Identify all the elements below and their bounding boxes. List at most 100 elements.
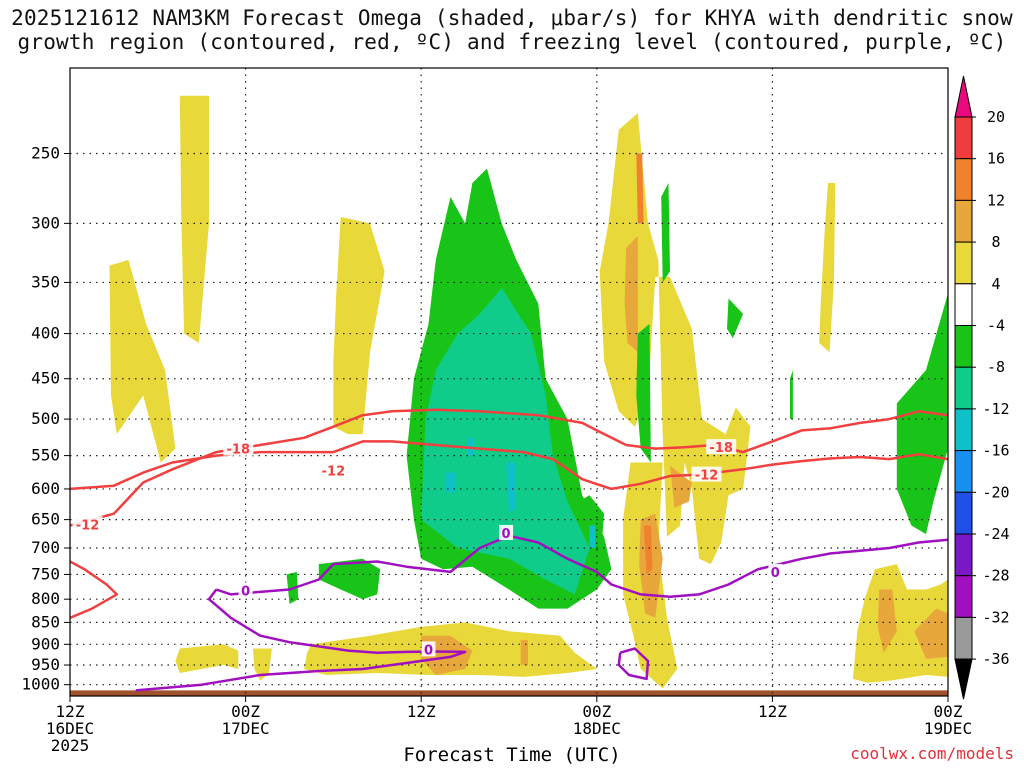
title-line-2: growth region (contoured, red, ºC) and f…	[17, 30, 1007, 54]
x-tick-label-2-0: 12Z	[407, 702, 436, 721]
contour-line-4	[135, 588, 467, 692]
contour-label-bg-0	[223, 440, 254, 456]
y-axis: 250 300 350 400 450 500 550 600 650 700 750 800 850 9…	[21, 143, 70, 694]
omega-region-14	[877, 589, 897, 653]
contour-label-bg-8	[421, 641, 436, 657]
title-line-1: 2025121612 NAM3KM Forecast Omega (shaded…	[11, 6, 1013, 30]
contour-label-7: 0	[771, 566, 780, 581]
colorbar-bin-10	[954, 533, 973, 577]
x-tick-label-1-1: 17DEC	[222, 719, 270, 738]
y-tick-label-800: 800	[31, 589, 60, 608]
omega-region-16	[520, 640, 528, 665]
x-tick-label-0-1: 16DEC	[46, 719, 94, 738]
contour-labels: -18 -18 -12 -12 -12 0 0 0 0	[72, 439, 783, 658]
colorbar-label-9: -20	[982, 483, 1009, 501]
contour-line-2	[70, 560, 119, 620]
x-tick-label-5-1: 19DEC	[924, 719, 972, 738]
grid-lines	[70, 68, 948, 696]
plot-frame	[69, 67, 949, 697]
terrain-fill	[70, 690, 948, 696]
colorbar-label-10: -24	[982, 525, 1009, 543]
omega-region-5	[819, 183, 836, 353]
y-tick-label-700: 700	[31, 538, 60, 557]
colorbar-label-0: 20	[987, 108, 1005, 126]
contour-label-1: -18	[709, 441, 733, 456]
y-tick-label-750: 750	[31, 564, 60, 583]
omega-region-24	[790, 370, 793, 420]
omega-region-7	[252, 648, 272, 681]
x-tick-label-3-0: 00Z	[582, 702, 611, 721]
contour-label-0: -18	[227, 443, 251, 458]
omega-region-32	[589, 525, 596, 548]
y-tick-label-450: 450	[31, 369, 60, 388]
omega-region-25	[318, 558, 381, 600]
colorbar-top-arrow	[954, 75, 973, 118]
colorbar-bin-0	[954, 116, 973, 160]
contour-label-bg-2	[318, 462, 349, 478]
contour-label-8: 0	[424, 643, 433, 658]
omega-region-1	[109, 259, 176, 463]
y-tick-label-600: 600	[31, 479, 60, 498]
omega-region-21	[636, 323, 651, 463]
omega-region-30	[446, 472, 455, 493]
colorbar-bin-11	[954, 575, 973, 618]
y-tick-label-400: 400	[31, 324, 60, 343]
contour-label-bg-3	[691, 466, 722, 482]
colorbar-label-1: 16	[987, 150, 1005, 168]
omega-region-22	[661, 183, 670, 283]
colorbar-label-13: -36	[982, 650, 1009, 668]
omega-region-10	[624, 235, 638, 353]
x-tick-label-3-1: 18DEC	[573, 719, 621, 738]
colorbar-bin-5	[954, 325, 973, 368]
y-tick-label-850: 850	[31, 612, 60, 631]
colorbar-label-3: 8	[991, 233, 1000, 251]
colorbar-bin-4	[954, 283, 973, 326]
contour-label-2: -12	[322, 465, 346, 480]
contour-label-6: 0	[502, 527, 511, 542]
contour-label-bg-6	[499, 524, 514, 540]
colorbar-label-4: 4	[991, 275, 1000, 293]
colorbar-label-2: 12	[987, 191, 1005, 209]
y-tick-label-550: 550	[31, 446, 60, 465]
colorbar-bin-1	[954, 158, 973, 201]
omega-region-23	[727, 298, 744, 339]
colorbar-bin-3	[954, 241, 973, 285]
omega-region-17	[643, 525, 653, 575]
y-tick-label-350: 350	[31, 272, 60, 291]
site-credit[interactable]: coolwx.com/models	[850, 744, 1014, 763]
contour-line-3	[215, 534, 948, 599]
omega-region-28	[421, 287, 590, 595]
omega-region-6	[175, 644, 239, 673]
y-tick-label-500: 500	[31, 409, 60, 428]
colorbar: 20 16 12 8 4 -4 -8 -12 -16 -20 -24 -28 -32 -36	[954, 75, 1010, 700]
colorbar-bottom-arrow	[954, 658, 973, 700]
omega-region-29	[506, 462, 517, 514]
colorbar-bin-12	[954, 616, 973, 660]
y-tick-label-950: 950	[31, 655, 60, 674]
colorbar-bin-9	[954, 491, 973, 535]
colorbar-bin-7	[954, 408, 973, 452]
x-tick-label-0-2: 2025	[51, 736, 90, 755]
omega-region-15	[914, 608, 948, 659]
chart-title: 2025121612 NAM3KM Forecast Omega (shaded…	[0, 6, 1024, 54]
contour-label-bg-4	[72, 516, 103, 532]
colorbar-label-11: -28	[982, 567, 1009, 585]
omega-region-27	[896, 293, 948, 535]
colorbar-label-5: -4	[987, 317, 1005, 335]
omega-shading	[109, 95, 948, 689]
colorbar-label-6: -8	[987, 358, 1005, 376]
y-tick-label-1000: 1000	[21, 675, 60, 694]
y-tick-label-250: 250	[31, 143, 60, 162]
colorbar-label-8: -16	[982, 442, 1009, 460]
terrain-layer	[70, 690, 948, 696]
contour-label-bg-7	[768, 563, 783, 579]
colorbar-label-7: -12	[982, 400, 1009, 418]
omega-region-2	[333, 216, 385, 435]
x-tick-label-0-0: 12Z	[56, 702, 85, 721]
y-tick-label-300: 300	[31, 213, 60, 232]
omega-region-18	[636, 153, 644, 224]
x-tick-label-1-0: 00Z	[231, 702, 260, 721]
contour-label-3: -12	[695, 469, 719, 484]
